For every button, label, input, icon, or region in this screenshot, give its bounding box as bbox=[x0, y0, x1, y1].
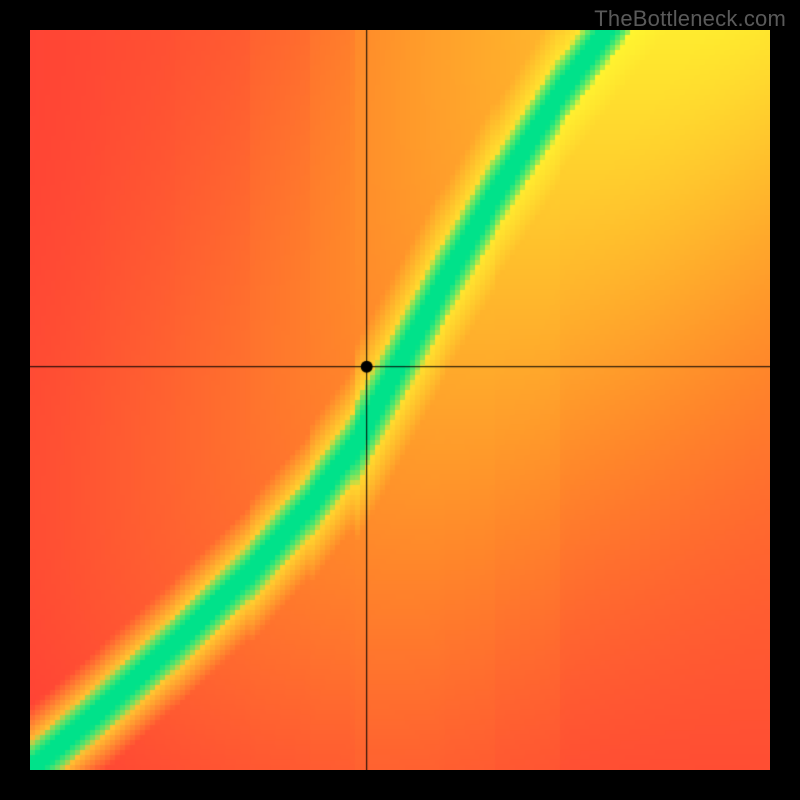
chart-container: TheBottleneck.com bbox=[0, 0, 800, 800]
watermark-text: TheBottleneck.com bbox=[594, 6, 786, 32]
bottleneck-heatmap bbox=[30, 30, 770, 770]
